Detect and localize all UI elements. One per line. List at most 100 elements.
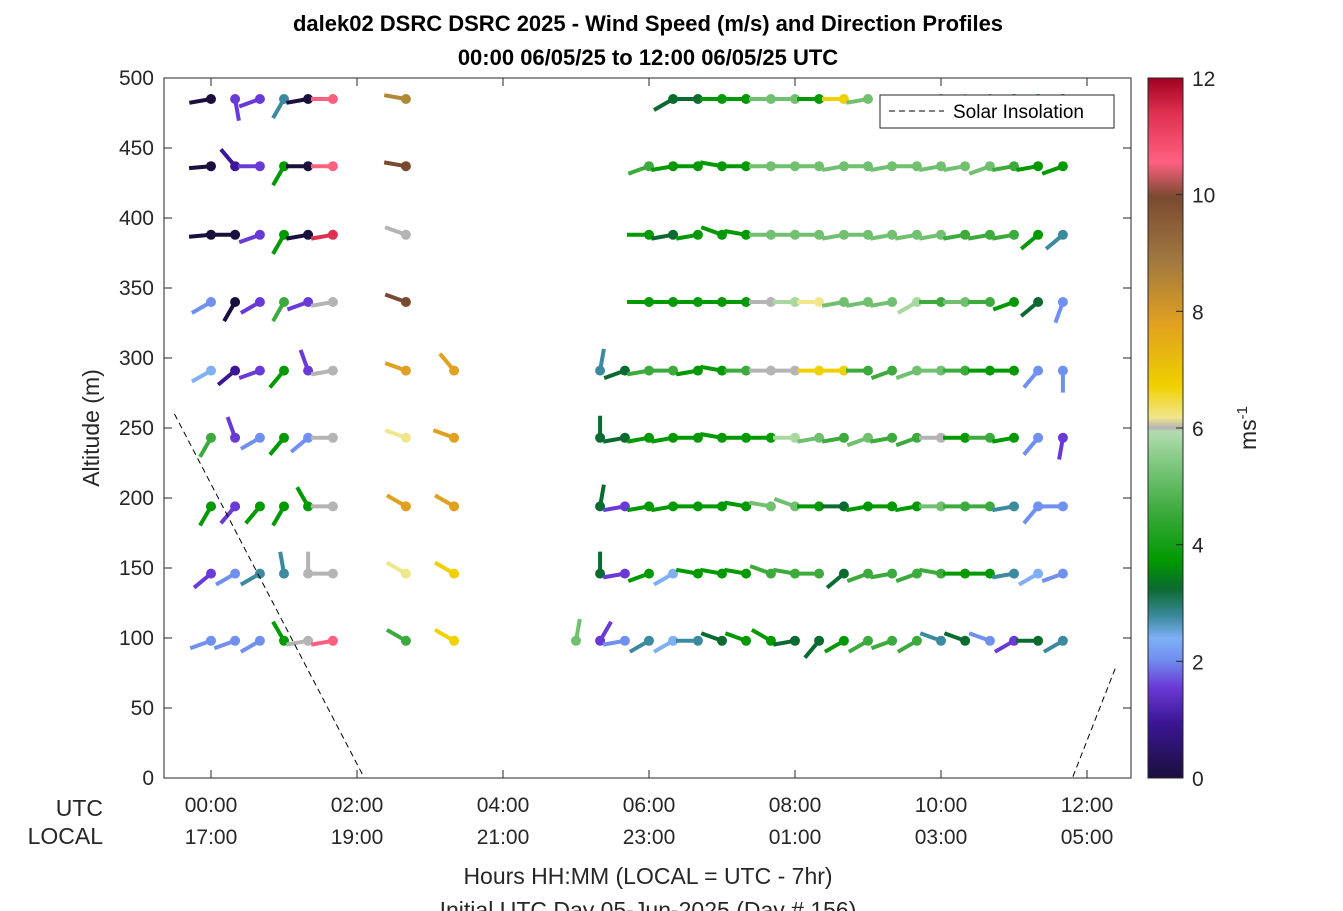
- y-axis-label: Altitude (m): [78, 369, 104, 487]
- wind-barb-point: [230, 94, 241, 104]
- chart-subtitle: 00:00 06/05/25 to 12:00 06/05/25 UTC: [458, 45, 838, 70]
- wind-barb-point: [790, 501, 800, 512]
- wind-barb-point: [936, 365, 946, 376]
- wind-barb-point: [400, 635, 411, 646]
- y-tick-label: 150: [119, 557, 154, 580]
- wind-barb-point: [1009, 635, 1019, 646]
- wind-barb-point: [668, 635, 679, 646]
- wind-barb-point: [206, 365, 216, 376]
- wind-barb-point: [838, 229, 849, 240]
- wind-barb-point: [206, 94, 216, 104]
- wind-barb-point: [668, 161, 679, 172]
- wind-barb-point: [717, 297, 727, 307]
- wind-barb-point: [765, 297, 776, 307]
- wind-barb-point: [254, 94, 265, 104]
- wind-barb-point: [741, 161, 752, 172]
- wind-barb-point: [668, 568, 679, 579]
- wind-barb-point: [960, 501, 971, 512]
- wind-barb-point: [887, 501, 898, 512]
- colorbar-tick-label: 8: [1192, 301, 1204, 324]
- wind-barb-point: [1009, 501, 1019, 512]
- wind-barb-point: [814, 635, 825, 646]
- wind-barb-point: [741, 229, 752, 240]
- wind-barb-point: [1057, 365, 1068, 376]
- x-tick-label-local: 23:00: [623, 826, 676, 849]
- wind-barb-point: [303, 501, 314, 512]
- wind-barb-point: [741, 365, 752, 376]
- wind-barb-point: [595, 501, 606, 512]
- x-axis-label-day: Initial UTC Day 05-Jun-2025 (Day # 156): [440, 897, 857, 911]
- wind-barb-point: [1033, 432, 1044, 443]
- wind-barb-point: [936, 297, 946, 307]
- colorbar-label: ms-1: [1234, 406, 1261, 450]
- wind-barb-point: [765, 365, 776, 376]
- wind-barb-point: [741, 297, 752, 307]
- wind-barb-point: [741, 501, 752, 512]
- wind-barb-point: [960, 229, 971, 240]
- colorbar-tick-label: 4: [1192, 535, 1204, 558]
- wind-barb-point: [230, 568, 241, 579]
- wind-barb-point: [717, 635, 727, 646]
- wind-barb-point: [668, 501, 679, 512]
- wind-barb-point: [1057, 161, 1068, 172]
- wind-barb-point: [741, 432, 752, 443]
- wind-barb-point: [254, 229, 265, 240]
- wind-barb-point: [838, 365, 849, 376]
- x-tick-label-utc: 06:00: [623, 794, 676, 817]
- wind-barb-point: [279, 568, 289, 579]
- wind-barb-point: [911, 365, 922, 376]
- colorbar: 0 2 4 6 8 10 12 ms-1: [1147, 68, 1261, 791]
- wind-barb-point: [254, 568, 265, 579]
- wind-barb-point: [327, 501, 338, 512]
- wind-barb-point: [595, 432, 606, 443]
- wind-barb-point: [765, 229, 776, 240]
- wind-barb-point: [449, 432, 460, 443]
- wind-barb-point: [790, 229, 800, 240]
- wind-barb-point: [400, 229, 411, 240]
- wind-barb-point: [765, 161, 776, 172]
- wind-barb-point: [765, 501, 776, 512]
- wind-barb-point: [863, 94, 873, 104]
- wind-barb-point: [254, 635, 265, 646]
- wind-barb-point: [1009, 568, 1019, 579]
- wind-barb-point: [571, 635, 581, 646]
- x-axis-label: Hours HH:MM (LOCAL = UTC - 7hr): [463, 863, 832, 889]
- wind-barb-point: [303, 365, 314, 376]
- wind-barb-point: [644, 297, 654, 307]
- x-axis: 00:00 17:00 02:00 19:00 04:00 21:00 06:00 23:00…: [185, 78, 1113, 849]
- wind-barb-point: [644, 568, 654, 579]
- wind-barb-point: [717, 365, 727, 376]
- wind-barb-point: [814, 94, 825, 104]
- y-tick-label: 400: [119, 207, 154, 230]
- wind-barb-point: [717, 432, 727, 443]
- wind-barb-point: [327, 568, 338, 579]
- wind-barb-point: [254, 161, 265, 172]
- wind-barb-point: [1033, 161, 1044, 172]
- wind-barb-point: [887, 432, 898, 443]
- wind-barb-point: [1033, 365, 1044, 376]
- wind-barb-point: [814, 365, 825, 376]
- wind-barb-point: [1033, 501, 1044, 512]
- x-tick-label-local: 17:00: [185, 826, 238, 849]
- wind-barb-point: [838, 568, 849, 579]
- wind-barb-point: [863, 635, 873, 646]
- wind-barb-point: [911, 432, 922, 443]
- wind-barb-point: [668, 94, 679, 104]
- wind-barb-point: [400, 568, 411, 579]
- wind-barb-point: [960, 365, 971, 376]
- wind-barb-point: [1033, 635, 1044, 646]
- wind-barb-point: [230, 161, 241, 172]
- wind-barb-point: [984, 297, 995, 307]
- wind-barb-point: [668, 229, 679, 240]
- wind-barb-point: [595, 365, 606, 376]
- wind-barb-point: [790, 161, 800, 172]
- y-axis: 0 50 100 150 200 250 300 350 400 450 500: [119, 67, 1131, 790]
- wind-barb-point: [911, 635, 922, 646]
- wind-barb-point: [1057, 297, 1068, 307]
- wind-barb-point: [230, 501, 241, 512]
- wind-barb-point: [1057, 432, 1068, 443]
- wind-barb-point: [814, 229, 825, 240]
- wind-barb-point: [887, 297, 898, 307]
- wind-barb-point: [838, 432, 849, 443]
- x-tick-label-local: 01:00: [769, 826, 822, 849]
